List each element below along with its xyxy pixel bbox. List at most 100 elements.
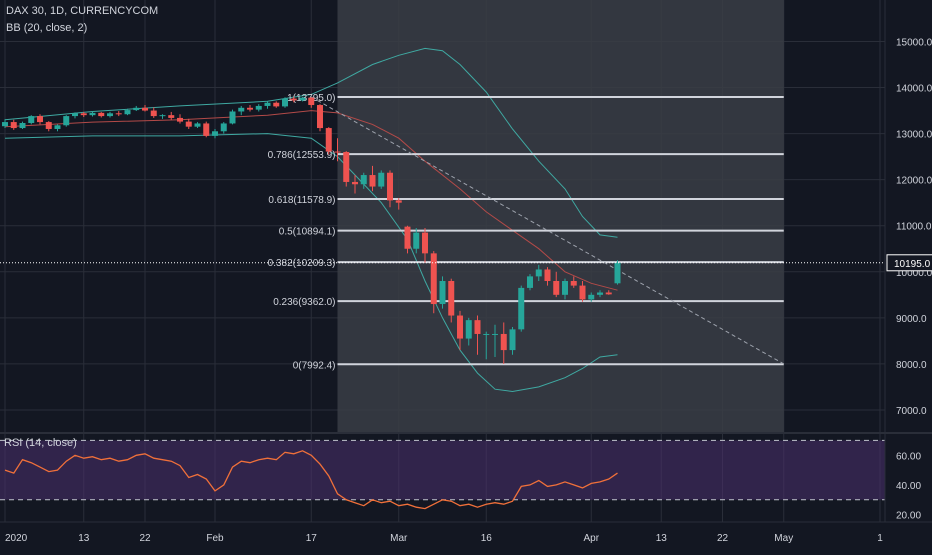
candle-body [212,131,218,136]
candle-body [553,280,560,295]
fib-level-label: 0(7992.4) [293,360,336,371]
candle-body [614,262,621,284]
candle-body [2,122,8,127]
candle-body [10,122,17,129]
candle-body [527,276,533,288]
fib-shaded-region [337,0,784,433]
time-tick-label: 2020 [5,533,28,544]
candle-body [290,98,297,101]
candle-body [115,113,122,115]
fib-level-label: 0.786(12553.9) [268,150,336,161]
candle-body [500,333,507,351]
candle-body [317,105,323,129]
price-tick-label: 10000.0 [896,268,932,279]
candle-body [430,253,437,305]
candle-body [334,151,341,153]
candle-body [492,333,498,335]
candle-body [37,116,43,123]
candle-body [28,116,35,123]
last-price-label: 10195.0 [894,259,931,270]
candle-body [325,128,332,152]
price-tick-label: 7000.0 [896,406,927,417]
time-tick-label: 22 [139,533,151,544]
candle-body [597,292,603,295]
candle-body [352,181,358,185]
rsi-tick-label: 40.00 [896,481,921,492]
candle-body [247,107,253,110]
price-tick-label: 9000.0 [896,314,927,325]
candle-body [457,315,463,339]
candle-body [264,102,271,106]
bb-indicator-label[interactable]: BB (20, close, 2) [6,22,88,34]
price-tick-label: 11000.0 [896,222,932,233]
last-price-tag [886,254,932,272]
candle-body [177,117,183,122]
candle-body [378,172,385,187]
candle-body [133,107,140,111]
candle-body [465,320,472,339]
fib-region [337,0,784,433]
candle-body [63,116,70,126]
rsi-indicator-label[interactable]: RSI (14, close) [4,437,77,449]
candle-body [518,287,525,330]
candle-body [439,280,446,305]
candle-body [54,125,61,129]
price-tick-label: 13000.0 [896,130,932,141]
price-tick-label: 14000.0 [896,84,932,95]
candle-body [343,152,350,182]
candle-body [255,105,262,110]
candle-body [89,112,96,116]
fib-level-label: 0.5(10894.1) [279,227,336,238]
candle-body [98,112,105,117]
candle-body [159,115,166,117]
fib-level-label: 0.236(9362.0) [273,297,335,308]
rsi-line [4,450,618,510]
candle-body [369,175,376,187]
time-tick-label: 17 [306,533,318,544]
time-tick-label: 16 [481,533,493,544]
rsi-pane [0,432,932,510]
fib-levels: 1(13795.0)0.786(12553.9)0.618(11578.9)0.… [268,93,784,371]
candle-body [150,110,157,117]
candles [2,96,621,364]
candle-body [308,97,315,106]
bb-basis-line [4,110,618,291]
time-tick-label: Mar [390,533,408,544]
candle-body [299,97,306,101]
candle-body [535,269,542,277]
candle-body [107,113,113,117]
candle-body [19,122,26,129]
time-tick-label: Apr [583,533,599,544]
candle-body [404,226,411,249]
time-tick-label: Feb [206,533,224,544]
candle-body [605,292,612,295]
candle-body [282,98,288,107]
candle-body [360,175,367,185]
time-tick-label: 13 [78,533,90,544]
time-tick-label: 13 [656,533,668,544]
candle-body [72,113,78,117]
price-tick-label: 12000.0 [896,176,932,187]
fib-level-label: 0.382(10209.3) [268,258,336,269]
candle-body [273,102,280,107]
candle-body [562,280,568,295]
candle-body [45,122,52,129]
candle-body [238,107,245,112]
rsi-tick-label: 60.00 [896,451,921,462]
rsi-band-fill [0,440,885,500]
time-tick-label: 1 [877,533,883,544]
candle-body [579,285,586,300]
fib-level-label: 0.618(11578.9) [268,195,335,206]
time-tick-label: 22 [717,533,729,544]
candle-body [448,280,455,316]
candle-body [474,320,481,334]
candle-body [142,107,148,111]
candle-body [220,123,227,132]
rsi-tick-label: 20.00 [896,511,921,522]
chart-title[interactable]: DAX 30, 1D, CURRENCYCOM [6,5,159,17]
candle-body [544,269,551,281]
candle-body [124,110,131,115]
